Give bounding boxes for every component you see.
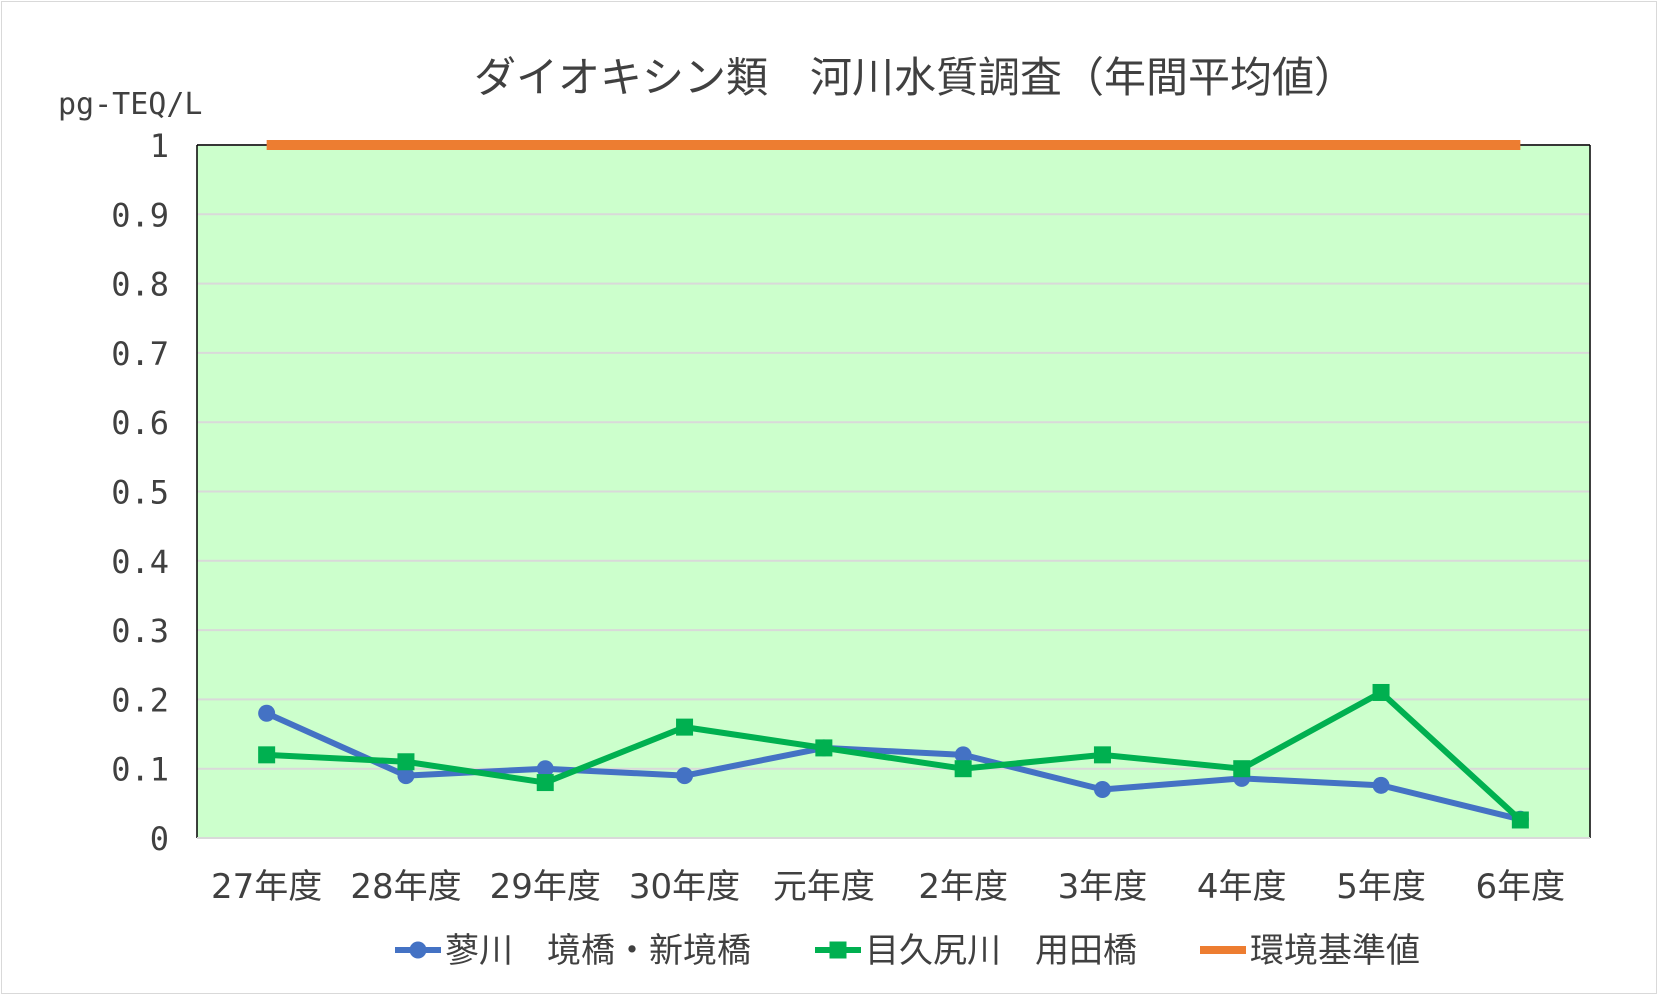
- legend-item-1: 蓼川 境橋・新境橋: [395, 931, 751, 971]
- y-tick-label: 0.7: [111, 335, 169, 373]
- y-tick-label: 0.8: [111, 266, 169, 304]
- x-tick-label: 元年度: [773, 867, 875, 907]
- y-tick-label: 0.2: [111, 681, 169, 719]
- x-tick-label: 27年度: [211, 867, 322, 907]
- data-point: [676, 767, 694, 785]
- legend: 蓼川 境橋・新境橋 目久尻川 用田橋 環境基準値: [395, 931, 1420, 971]
- legend-marker: [409, 941, 427, 959]
- x-tick-label: 4年度: [1197, 867, 1287, 907]
- data-point: [258, 704, 276, 722]
- series-line: [266, 689, 1523, 823]
- y-tick-label: 1: [150, 127, 169, 165]
- data-point: [1372, 683, 1390, 701]
- y-tick-label: 0: [150, 820, 169, 858]
- legend-item-3: 環境基準値: [1200, 931, 1420, 971]
- data-point: [536, 760, 554, 778]
- y-tick-label: 0.4: [111, 543, 169, 581]
- data-point: [676, 718, 694, 736]
- y-axis-ticks: 0 0.1 0.2 0.3 0.4 0.5 0.6 0.7 0.8 0.9 1: [111, 127, 169, 858]
- x-tick-label: 2年度: [918, 867, 1008, 907]
- legend-item-2: 目久尻川 用田橋: [815, 931, 1137, 971]
- x-tick-label: 3年度: [1058, 867, 1148, 907]
- y-axis-unit-label: pg-TEQ/L: [58, 87, 203, 122]
- x-tick-label: 6年度: [1476, 867, 1566, 907]
- data-point: [397, 753, 415, 771]
- series-2: [258, 683, 1529, 829]
- series-group: [258, 140, 1529, 829]
- legend-label: 目久尻川 用田橋: [865, 931, 1137, 971]
- y-tick-label: 0.6: [111, 404, 169, 442]
- data-point: [954, 746, 972, 764]
- x-tick-label: 28年度: [350, 867, 461, 907]
- legend-marker: [829, 941, 847, 959]
- data-point: [258, 746, 276, 764]
- legend-label: 蓼川 境橋・新境橋: [445, 931, 751, 971]
- data-point: [536, 774, 554, 792]
- y-tick-label: 0.5: [111, 474, 169, 512]
- data-point: [1372, 776, 1390, 794]
- data-point: [397, 767, 415, 785]
- data-point: [1511, 811, 1529, 829]
- data-point: [815, 739, 833, 757]
- y-tick-label: 0.1: [111, 751, 169, 789]
- y-tick-label: 0.9: [111, 196, 169, 234]
- data-point: [1093, 746, 1111, 764]
- x-tick-label: 5年度: [1336, 867, 1426, 907]
- data-point: [1233, 760, 1251, 778]
- x-axis-ticks: 27年度 28年度 29年度 30年度 元年度 2年度 3年度 4年度 5年度 6年度: [211, 867, 1565, 907]
- x-tick-label: 29年度: [490, 867, 601, 907]
- chart-title: ダイオキシン類 河川水質調査（年間平均値）: [474, 53, 1356, 102]
- data-point: [1093, 780, 1111, 798]
- legend-label: 環境基準値: [1250, 931, 1420, 971]
- y-tick-label: 0.3: [111, 612, 169, 650]
- data-point: [954, 760, 972, 778]
- x-tick-label: 30年度: [629, 867, 740, 907]
